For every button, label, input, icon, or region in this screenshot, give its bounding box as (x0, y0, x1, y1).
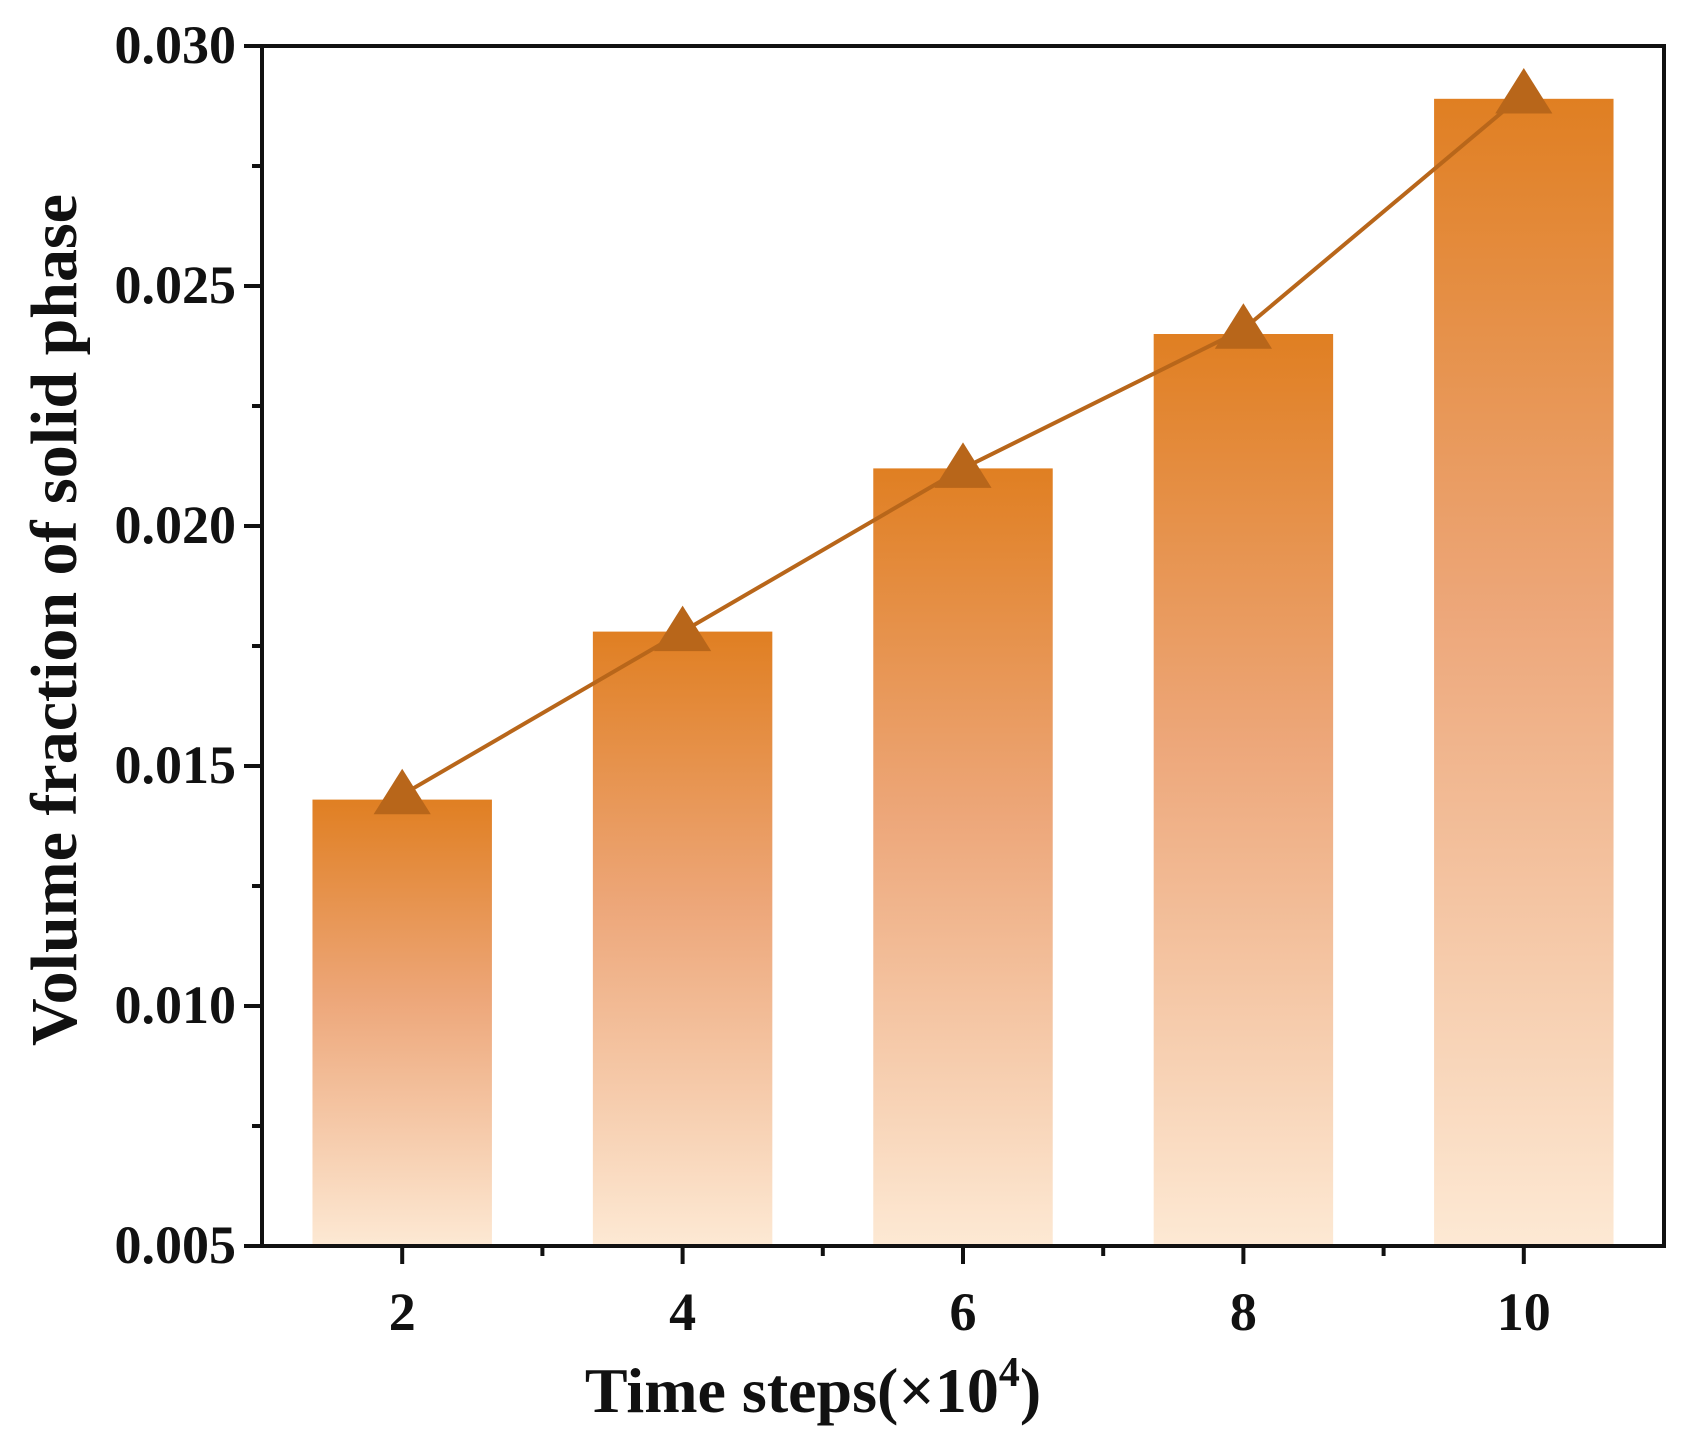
marker-triangle-2 (373, 768, 431, 815)
y-tick-label: 0.005 (115, 1215, 237, 1275)
bar-2 (312, 799, 492, 1246)
y-tick-label: 0.030 (115, 15, 237, 75)
x-tick-label-2: 2 (389, 1282, 416, 1342)
y-tick-label: 0.010 (115, 975, 237, 1035)
y-axis-title: Volume fraction of solid phase (18, 194, 91, 1046)
bar-10 (1434, 98, 1614, 1246)
marker-triangle-10 (1495, 68, 1553, 114)
x-tick-label-8: 8 (1230, 1282, 1257, 1342)
bars-layer (312, 98, 1614, 1246)
labels-layer: 0.005 0.010 0.015 0.020 0.025 0.030 2 4 6 8 10 Time… (18, 15, 1551, 1426)
y-tick-label: 0.020 (115, 495, 237, 555)
x-tick-label-10: 10 (1497, 1282, 1551, 1342)
axes-layer (244, 44, 1666, 1264)
bar-6 (873, 468, 1053, 1246)
x-axis-title: Time steps(×104) (585, 1350, 1041, 1426)
line-layer (373, 68, 1553, 815)
marker-triangle-4 (654, 605, 712, 652)
x-tick-label-6: 6 (950, 1282, 977, 1342)
bar-4 (592, 631, 773, 1246)
x-tick-label-4: 4 (669, 1282, 696, 1342)
y-tick-label: 0.015 (115, 735, 237, 795)
y-tick-label: 0.025 (115, 255, 237, 315)
marker-triangle-6 (934, 442, 992, 488)
marker-triangle-8 (1214, 303, 1272, 349)
bar-8 (1153, 334, 1334, 1246)
